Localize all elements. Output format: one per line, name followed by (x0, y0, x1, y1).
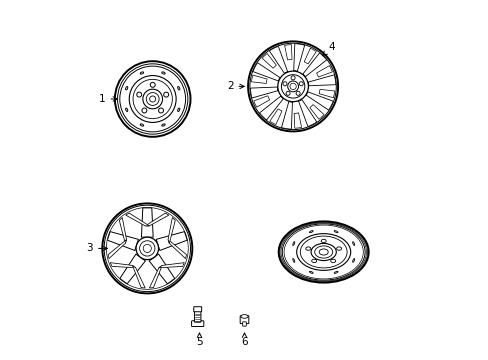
Polygon shape (141, 208, 153, 237)
Polygon shape (138, 239, 156, 257)
Ellipse shape (309, 271, 312, 273)
Ellipse shape (292, 258, 294, 262)
Polygon shape (319, 89, 334, 98)
Ellipse shape (150, 82, 155, 87)
Ellipse shape (129, 76, 176, 122)
Ellipse shape (142, 108, 146, 113)
Polygon shape (262, 54, 276, 68)
Ellipse shape (162, 72, 165, 74)
Ellipse shape (290, 76, 295, 80)
Ellipse shape (336, 247, 341, 250)
Polygon shape (284, 45, 291, 60)
Polygon shape (305, 92, 332, 110)
Polygon shape (252, 63, 280, 81)
Ellipse shape (296, 234, 350, 270)
Ellipse shape (125, 108, 127, 112)
Polygon shape (119, 217, 126, 243)
Ellipse shape (247, 41, 337, 131)
Ellipse shape (137, 92, 142, 97)
Polygon shape (168, 239, 186, 258)
Ellipse shape (142, 89, 162, 109)
Polygon shape (307, 75, 335, 86)
Ellipse shape (115, 61, 190, 137)
Ellipse shape (321, 239, 325, 243)
Polygon shape (145, 213, 168, 226)
Ellipse shape (310, 243, 336, 261)
Ellipse shape (158, 108, 163, 113)
Text: 4: 4 (322, 42, 334, 56)
FancyBboxPatch shape (240, 316, 248, 324)
Ellipse shape (140, 72, 143, 74)
Ellipse shape (136, 237, 158, 260)
Ellipse shape (333, 231, 337, 233)
Polygon shape (125, 213, 149, 226)
Polygon shape (108, 239, 126, 258)
Ellipse shape (177, 86, 180, 90)
Ellipse shape (163, 92, 168, 97)
Ellipse shape (102, 203, 192, 293)
Polygon shape (156, 231, 187, 251)
Polygon shape (110, 263, 136, 268)
Ellipse shape (285, 91, 289, 95)
Ellipse shape (283, 82, 286, 86)
Polygon shape (132, 265, 145, 288)
Polygon shape (159, 263, 184, 268)
Ellipse shape (241, 315, 247, 318)
Polygon shape (302, 53, 326, 77)
Polygon shape (149, 254, 174, 284)
FancyBboxPatch shape (191, 321, 203, 327)
Text: 3: 3 (86, 243, 107, 253)
Polygon shape (107, 231, 138, 251)
Polygon shape (250, 87, 277, 98)
Text: 6: 6 (241, 333, 247, 347)
Text: 1: 1 (99, 94, 117, 104)
Polygon shape (316, 66, 332, 77)
Ellipse shape (319, 249, 327, 255)
Polygon shape (251, 75, 266, 84)
Ellipse shape (352, 258, 354, 262)
FancyBboxPatch shape (193, 307, 201, 312)
Ellipse shape (292, 242, 294, 246)
Ellipse shape (149, 96, 155, 102)
Polygon shape (293, 44, 304, 71)
Text: 2: 2 (226, 81, 244, 91)
Polygon shape (149, 265, 162, 288)
Polygon shape (294, 113, 301, 128)
Text: 5: 5 (196, 333, 203, 347)
Ellipse shape (305, 247, 310, 250)
Polygon shape (281, 102, 292, 129)
Polygon shape (309, 104, 324, 119)
Ellipse shape (311, 259, 316, 262)
FancyBboxPatch shape (194, 311, 201, 322)
Ellipse shape (333, 271, 337, 273)
Ellipse shape (309, 231, 312, 233)
Ellipse shape (330, 259, 335, 262)
FancyBboxPatch shape (242, 322, 246, 326)
Polygon shape (304, 48, 316, 64)
Polygon shape (298, 99, 316, 126)
Polygon shape (168, 217, 175, 243)
Polygon shape (259, 96, 283, 120)
Ellipse shape (125, 86, 127, 90)
Ellipse shape (278, 221, 368, 283)
Polygon shape (120, 254, 145, 284)
Ellipse shape (143, 244, 151, 252)
Ellipse shape (296, 91, 300, 95)
Polygon shape (269, 109, 282, 125)
Ellipse shape (352, 242, 354, 246)
Ellipse shape (140, 124, 143, 126)
Polygon shape (269, 46, 287, 73)
Ellipse shape (277, 71, 308, 102)
Ellipse shape (287, 81, 298, 92)
Ellipse shape (177, 108, 180, 112)
Polygon shape (253, 96, 269, 107)
Ellipse shape (162, 124, 165, 126)
Ellipse shape (299, 82, 303, 86)
